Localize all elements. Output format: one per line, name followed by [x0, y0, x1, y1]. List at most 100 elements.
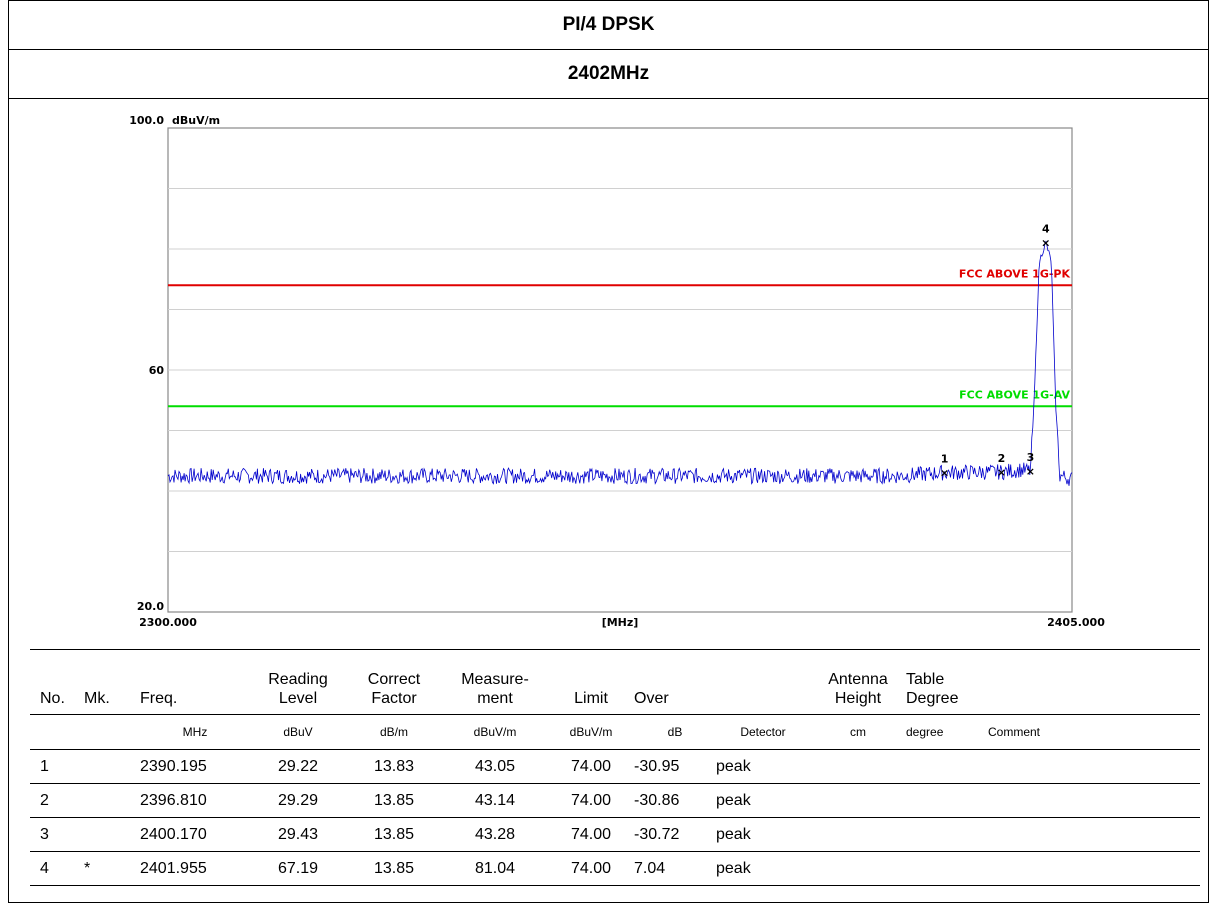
marker-symbol: × [940, 467, 949, 480]
row-antenna [810, 852, 906, 886]
y-unit-label: dBuV/m [172, 114, 220, 127]
row-antenna [810, 750, 906, 784]
row-table [906, 852, 988, 886]
row-no: 2 [40, 791, 49, 809]
header-freq: Freq. [140, 690, 178, 707]
header-reading-2: Level [278, 690, 318, 707]
row-correct: 13.85 [373, 791, 415, 809]
row-limit: 74.00 [570, 757, 612, 775]
units-detector: Detector [740, 725, 786, 739]
row-freq: 2396.810 [140, 791, 207, 809]
header-mk: Mk. [84, 690, 110, 707]
row-detector: peak [716, 791, 751, 809]
header-measure-1: Measure- [461, 671, 529, 688]
header-reading: Reading Level [250, 650, 346, 715]
row-comment [988, 818, 1200, 852]
x-tick-label: 2300.000 [139, 616, 197, 628]
row-correct: 13.85 [373, 825, 415, 843]
header-measure: Measure-ment [442, 650, 548, 715]
units-table: degree [906, 725, 944, 739]
units-freq: MHz [182, 725, 208, 739]
row-limit: 74.00 [570, 859, 612, 877]
header-reading-1: Reading [268, 671, 328, 688]
row-over: 7.04 [634, 859, 666, 877]
grid-lines [168, 188, 1072, 552]
modulation-title: PI/4 DPSK [8, 0, 1209, 50]
row-mk [84, 784, 140, 818]
row-no: 1 [40, 757, 49, 775]
axis-labels: 100.0 60 20.0 dBuV/m 2300.000 2405.000 [MHz] [129, 114, 1105, 628]
row-over: -30.86 [634, 791, 680, 809]
header-table-1: Table [906, 671, 945, 688]
row-correct: 13.83 [373, 757, 415, 775]
row-detector: peak [716, 757, 751, 775]
units-comment: Comment [988, 725, 1041, 739]
row-correct: 13.85 [373, 859, 415, 877]
x-tick-label: 2405.000 [1047, 616, 1105, 628]
row-comment [988, 852, 1200, 886]
header-table-2: Degree [906, 690, 959, 707]
header-over: Over [634, 690, 669, 707]
row-freq: 2400.170 [140, 825, 207, 843]
units-antenna: cm [850, 725, 866, 739]
limit-line-label: FCC ABOVE 1G-AV [959, 388, 1070, 401]
row-reading: 29.29 [277, 791, 319, 809]
marker-label: 2 [998, 452, 1006, 465]
table-row: 2 2396.810 29.29 13.85 43.14 74.00 -30.8… [30, 784, 1200, 818]
row-antenna [810, 818, 906, 852]
marker-label: 4 [1042, 223, 1050, 236]
table-row: 4 * 2401.955 67.19 13.85 81.04 74.00 7.0… [30, 852, 1200, 886]
header-antenna-2: Height [834, 690, 882, 707]
row-no: 3 [40, 825, 49, 843]
units-mk-blank [84, 715, 140, 750]
row-measure: 43.14 [474, 791, 516, 809]
row-mk [84, 750, 140, 784]
header-table: Table Degree [906, 650, 988, 715]
row-table [906, 784, 988, 818]
marker-symbol: × [1041, 237, 1050, 250]
x-unit-label: [MHz] [602, 616, 639, 628]
units-no-blank [30, 715, 84, 750]
marker-symbol: × [1026, 465, 1035, 478]
row-over: -30.95 [634, 757, 680, 775]
row-reading: 67.19 [277, 859, 319, 877]
table-row: 1 2390.195 29.22 13.83 43.05 74.00 -30.9… [30, 750, 1200, 784]
y-tick-label: 20.0 [137, 600, 164, 613]
row-reading: 29.22 [277, 757, 319, 775]
row-reading: 29.43 [277, 825, 319, 843]
units-over: dB [667, 725, 683, 739]
marker-label: 1 [941, 453, 949, 466]
header-antenna-1: Antenna [828, 671, 888, 688]
row-freq: 2401.955 [140, 859, 207, 877]
table-units-row: MHz dBuV dB/m dBuV/m dBuV/m dB Detector … [30, 714, 1200, 750]
header-correct-2: Factor [371, 690, 417, 707]
row-over: -30.72 [634, 825, 680, 843]
row-mk: * [84, 859, 91, 877]
marker-group: ×1×2×3×4 [940, 223, 1050, 480]
row-comment [988, 784, 1200, 818]
row-measure: 43.05 [474, 757, 516, 775]
marker-label: 3 [1027, 451, 1035, 464]
y-tick-label: 60 [149, 364, 165, 377]
limit-lines: FCC ABOVE 1G-PK FCC ABOVE 1G-AV [168, 267, 1072, 408]
row-detector: peak [716, 859, 751, 877]
y-tick-label: 100.0 [129, 114, 164, 127]
header-antenna: Antenna Height [810, 650, 906, 715]
row-freq: 2390.195 [140, 757, 207, 775]
row-table [906, 818, 988, 852]
header-no: No. [40, 690, 65, 707]
units-reading: dBuV [283, 725, 313, 739]
units-measure: dBuV/m [473, 725, 517, 739]
row-limit: 74.00 [570, 825, 612, 843]
units-limit: dBuV/m [569, 725, 613, 739]
row-table [906, 750, 988, 784]
channel-title: 2402MHz [8, 49, 1209, 99]
units-correct: dB/m [379, 725, 408, 739]
header-comment-blank [988, 650, 1200, 715]
row-comment [988, 750, 1200, 784]
limit-line-label: FCC ABOVE 1G-PK [959, 267, 1071, 280]
series-trace [167, 240, 1073, 486]
row-limit: 74.00 [570, 791, 612, 809]
header-correct: Correct Factor [346, 650, 442, 715]
